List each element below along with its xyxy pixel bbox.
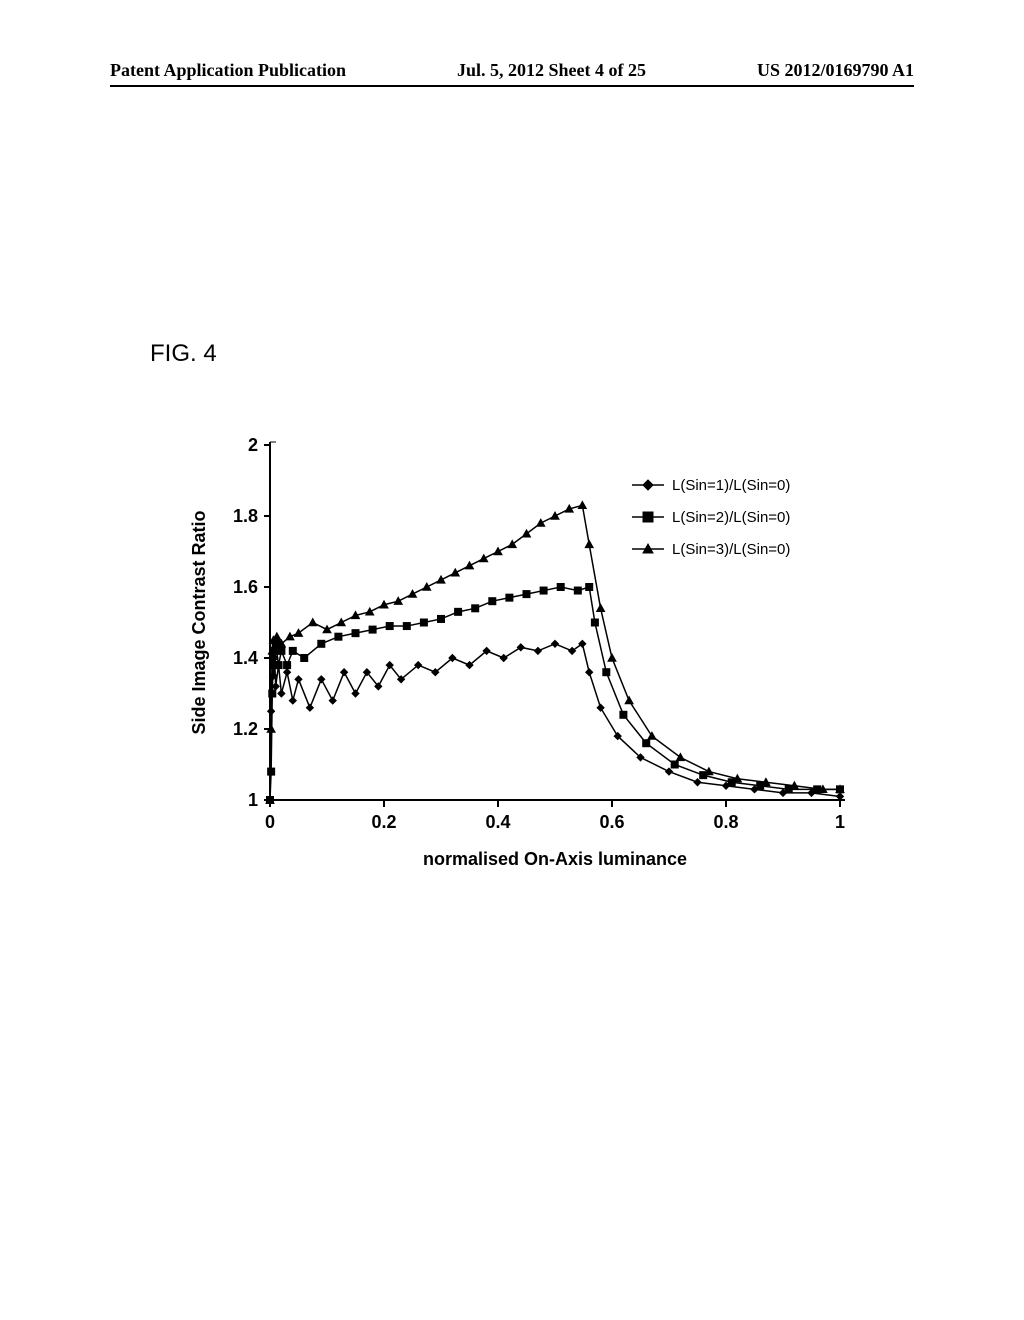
- header-center: Jul. 5, 2012 Sheet 4 of 25: [457, 60, 646, 81]
- svg-text:1: 1: [835, 812, 845, 832]
- header-left: Patent Application Publication: [110, 60, 346, 81]
- svg-text:2: 2: [248, 435, 258, 455]
- svg-text:0.6: 0.6: [599, 812, 624, 832]
- legend-item: L(Sin=3)/L(Sin=0): [672, 541, 790, 558]
- legend-item: L(Sin=2)/L(Sin=0): [672, 509, 790, 526]
- header-rule: [110, 85, 914, 87]
- figure-label: FIG. 4: [150, 340, 217, 368]
- svg-text:0.8: 0.8: [713, 812, 738, 832]
- svg-text:1: 1: [248, 790, 258, 810]
- svg-text:1.2: 1.2: [233, 719, 258, 739]
- svg-text:1.4: 1.4: [233, 648, 258, 668]
- legend-item: L(Sin=1)/L(Sin=0): [672, 477, 790, 494]
- header-right: US 2012/0169790 A1: [757, 60, 914, 81]
- svg-text:0.4: 0.4: [485, 812, 510, 832]
- svg-text:0: 0: [265, 812, 275, 832]
- side-image-contrast-chart: 1 1.2 1.4 1.6 1.8 2 0 0.2 0.4 0.6 0.8 1 normalised O…: [180, 430, 860, 870]
- y-axis-label: Side Image Contrast Ratio: [189, 510, 209, 734]
- svg-text:1.6: 1.6: [233, 577, 258, 597]
- svg-text:1.8: 1.8: [233, 506, 258, 526]
- x-axis-label: normalised On-Axis luminance: [423, 849, 687, 869]
- page-header: Patent Application Publication Jul. 5, 2…: [0, 60, 1024, 87]
- svg-text:0.2: 0.2: [371, 812, 396, 832]
